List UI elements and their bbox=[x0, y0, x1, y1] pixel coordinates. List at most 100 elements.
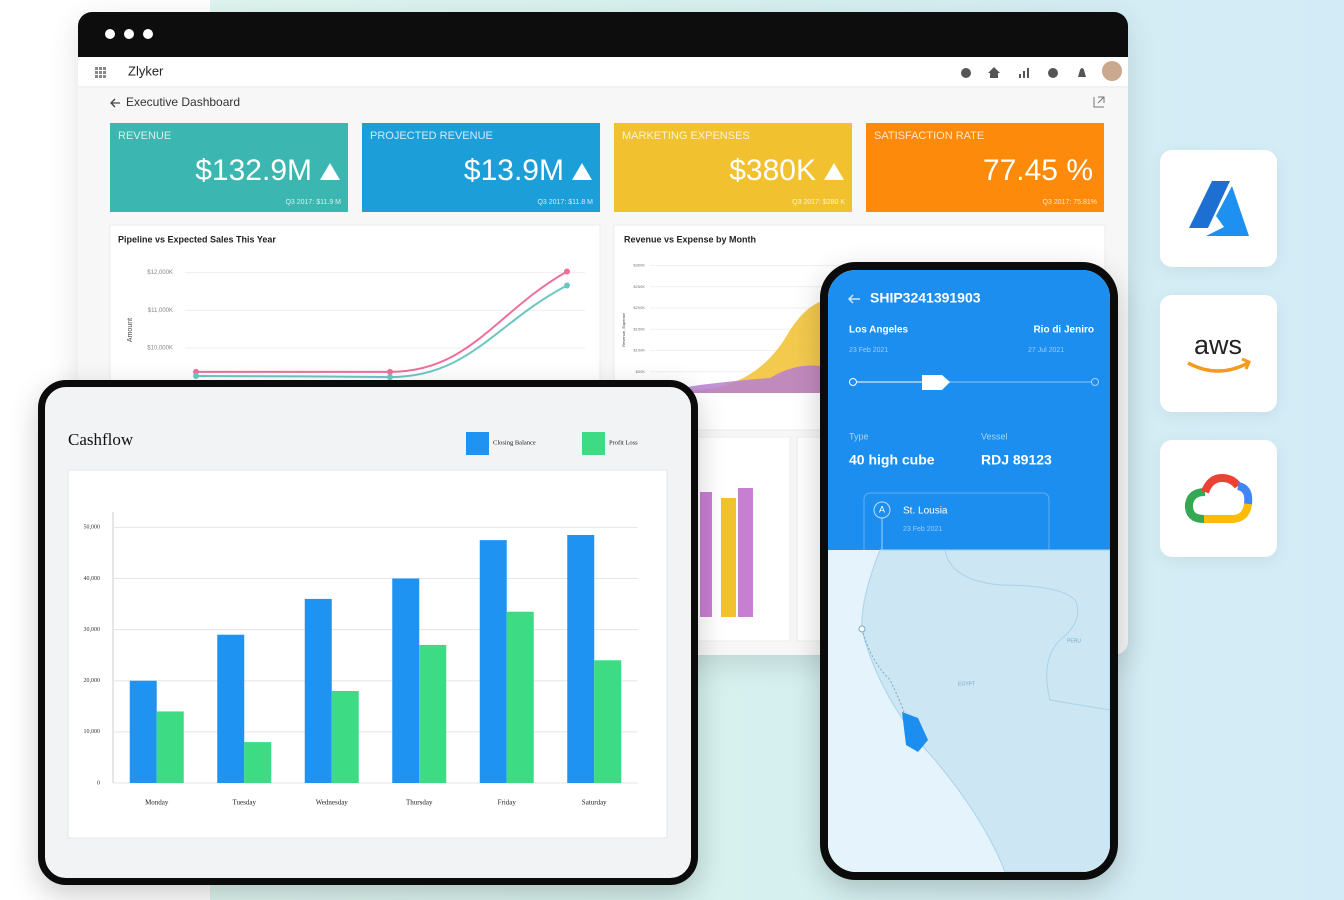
area-decor bbox=[650, 365, 830, 393]
legend-label: Closing Balance bbox=[493, 439, 536, 446]
kpi-value: $380K bbox=[729, 154, 816, 187]
kpi-compare: Q3 2017: $280 K bbox=[792, 199, 845, 206]
trend-up-icon bbox=[320, 163, 340, 180]
route-origin bbox=[858, 625, 866, 633]
bar bbox=[479, 540, 507, 783]
vessel-value: RDJ 89123 bbox=[981, 452, 1052, 468]
kpi-card bbox=[110, 123, 348, 212]
chart-title: Cashflow bbox=[68, 430, 134, 449]
legend-swatch bbox=[582, 432, 605, 455]
azure-logo bbox=[1189, 181, 1249, 236]
origin-date: 23 Feb 2021 bbox=[849, 347, 888, 354]
legend-swatch bbox=[466, 432, 489, 455]
y-tick-label: $250K bbox=[633, 284, 645, 289]
y-axis-label: Amount bbox=[127, 318, 134, 342]
bar bbox=[567, 535, 595, 783]
y-tick-label: $300K bbox=[633, 263, 645, 268]
cashflow-chart: Cashflow 0 10,000 20,000 30,000 40,000 50,000… bbox=[67, 430, 668, 839]
legend-label: Profit Loss bbox=[609, 439, 638, 446]
kpi-compare: Q3 2017: $11.9 M bbox=[285, 199, 341, 206]
bar bbox=[129, 680, 157, 783]
ship-icon bbox=[902, 712, 928, 752]
map-border bbox=[944, 549, 1110, 711]
x-tick-label: Monday bbox=[145, 799, 169, 807]
y-tick-label: $12,000K bbox=[147, 270, 173, 276]
y-tick-label: $10,000K bbox=[147, 346, 173, 352]
kpi-label: REVENUE bbox=[118, 130, 171, 142]
window-dot bbox=[143, 29, 153, 39]
export-icon[interactable] bbox=[1093, 96, 1105, 108]
aws-wordmark: aws bbox=[1194, 330, 1242, 360]
y-tick-label: 20,000 bbox=[84, 678, 101, 684]
bar bbox=[594, 660, 622, 783]
tablet: Cashflow 0 10,000 20,000 30,000 40,000 50,000… bbox=[38, 380, 698, 885]
kpi-row: REVENUE $132.9M Q3 2017: $11.9 M PROJECTED … bbox=[110, 123, 1104, 212]
y-tick-label: $50K bbox=[636, 369, 646, 374]
y-tick-label: $200K bbox=[633, 305, 645, 310]
y-tick-label: $11,000K bbox=[148, 308, 173, 314]
y-axis-label: Revenue, Expense bbox=[621, 312, 626, 347]
back-arrow[interactable] bbox=[110, 98, 120, 108]
origin-city: Los Angeles bbox=[849, 325, 909, 336]
google-cloud-logo bbox=[1184, 473, 1253, 523]
kpi-compare: Q3 2017: 75.81% bbox=[1043, 199, 1098, 206]
apps-icon[interactable] bbox=[95, 67, 106, 78]
line-point bbox=[193, 372, 199, 379]
route-start bbox=[849, 378, 857, 386]
chart-title: Pipeline vs Expected Sales This Year bbox=[118, 234, 276, 244]
type-label: Type bbox=[849, 431, 869, 441]
aws-card: aws bbox=[1160, 295, 1277, 412]
vessel-label: Vessel bbox=[981, 431, 1008, 441]
kpi-card bbox=[614, 123, 852, 212]
x-tick-label: Thursday bbox=[406, 799, 433, 807]
bar bbox=[217, 634, 245, 783]
bar bbox=[419, 644, 447, 783]
bar bbox=[156, 711, 184, 783]
kpi-value: $13.9M bbox=[464, 154, 564, 187]
title-bar bbox=[78, 12, 1128, 57]
back-arrow[interactable] bbox=[847, 294, 860, 304]
header-panel bbox=[828, 270, 1110, 550]
x-tick-label: Wednesday bbox=[316, 799, 349, 807]
shipment-id: SHIP3241391903 bbox=[870, 290, 981, 306]
kpi-card bbox=[866, 123, 1104, 212]
x-tick-label: Tuesday bbox=[233, 799, 257, 807]
area-decor bbox=[650, 300, 830, 393]
line-point bbox=[387, 374, 393, 381]
map-label: PERU bbox=[1067, 638, 1081, 644]
x-tick-label: Saturday bbox=[582, 799, 607, 807]
destination-date: 27 Jul 2021 bbox=[1028, 347, 1064, 354]
x-tick-label: Friday bbox=[498, 799, 517, 807]
pipeline-chart: Pipeline vs Expected Sales This Year Amou… bbox=[118, 234, 585, 381]
y-tick-label: 50,000 bbox=[84, 525, 101, 531]
chart-title: Revenue vs Expense by Month bbox=[624, 234, 756, 244]
bar bbox=[304, 598, 332, 783]
aws-logo: aws bbox=[1187, 330, 1251, 373]
destination-city: Rio di Jeniro bbox=[1033, 325, 1094, 336]
bar bbox=[392, 578, 420, 783]
window-dot bbox=[105, 29, 115, 39]
y-tick-label: 10,000 bbox=[84, 729, 101, 735]
bar bbox=[506, 611, 534, 783]
map-label: EGYPT bbox=[958, 681, 975, 687]
line-point bbox=[193, 368, 199, 375]
kpi-card bbox=[362, 123, 600, 212]
y-tick-label: 30,000 bbox=[84, 627, 101, 633]
y-tick-label: $100K bbox=[633, 348, 645, 353]
stop-date: 23 Feb 2021 bbox=[903, 526, 942, 533]
bar bbox=[331, 690, 359, 783]
toolbar-icons[interactable] bbox=[961, 61, 1122, 81]
bar bbox=[244, 742, 272, 783]
trend-up-icon bbox=[824, 163, 844, 180]
kpi-label: MARKETING EXPENSES bbox=[622, 130, 750, 142]
kpi-label: SATISFACTION RATE bbox=[874, 130, 984, 142]
y-tick-label: 40,000 bbox=[84, 576, 101, 582]
y-tick-label: $150K bbox=[633, 326, 645, 331]
kpi-label: PROJECTED REVENUE bbox=[370, 130, 493, 142]
phone: SHIP3241391903 Los Angeles 23 Feb 2021 R… bbox=[820, 262, 1118, 880]
kpi-value: 77.45 % bbox=[983, 154, 1093, 187]
window-dot bbox=[124, 29, 134, 39]
line-point bbox=[387, 368, 393, 375]
